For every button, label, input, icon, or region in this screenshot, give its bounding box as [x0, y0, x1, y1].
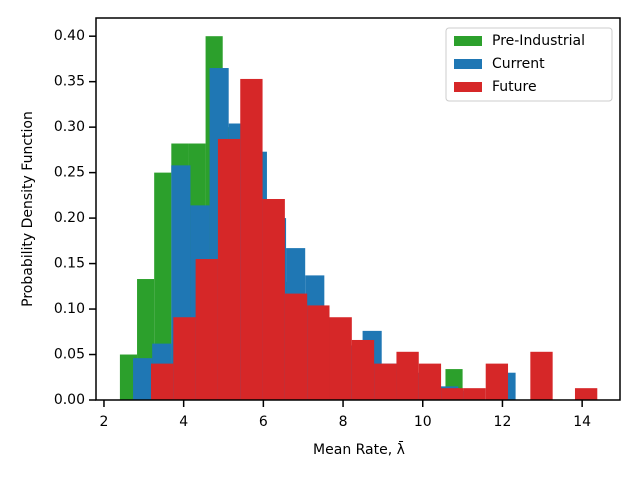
x-tick-label: 6: [259, 414, 268, 430]
legend-swatch: [454, 59, 482, 69]
x-tick-label: 12: [494, 414, 512, 430]
legend-swatch: [454, 36, 482, 46]
plot-frame: [95, 17, 621, 401]
x-tick-label: 4: [179, 414, 188, 430]
y-tick-label: 0.30: [54, 119, 85, 135]
bar: [396, 351, 419, 400]
legend-label: Current: [492, 56, 545, 72]
legend-label: Future: [492, 79, 537, 95]
x-axis-label: Mean Rate, λ̄: [313, 440, 405, 458]
legend-box: [445, 27, 613, 102]
y-axis-label: Probability Density Function: [20, 111, 36, 307]
bar: [195, 259, 218, 400]
bar: [530, 351, 553, 400]
bar: [374, 363, 397, 400]
bar: [154, 172, 172, 400]
bar: [133, 358, 153, 400]
bar: [284, 293, 308, 400]
bar: [307, 305, 330, 400]
y-tick-label: 0.20: [54, 210, 85, 226]
y-tick-label: 0.15: [54, 256, 85, 272]
bar: [262, 198, 285, 400]
bar: [351, 339, 375, 400]
bar: [574, 388, 598, 400]
x-tick-label: 10: [414, 414, 432, 430]
bar: [217, 138, 241, 400]
bar: [485, 363, 509, 400]
x-tick-label: 8: [339, 414, 348, 430]
y-tick-label: 0.10: [54, 301, 85, 317]
y-tick-label: 0.05: [54, 347, 85, 363]
bar: [240, 78, 263, 400]
y-tick-label: 0.00: [54, 392, 85, 408]
bar: [463, 388, 486, 400]
bar: [329, 317, 352, 400]
bar: [173, 317, 196, 400]
y-tick-label: 0.35: [54, 74, 85, 90]
x-tick-label: 2: [100, 414, 109, 430]
x-tick-label: 14: [573, 414, 591, 430]
bar: [119, 354, 138, 400]
y-tick-label: 0.25: [54, 165, 85, 181]
bar: [418, 363, 442, 400]
bar: [150, 363, 174, 400]
bar: [441, 388, 464, 400]
legend-swatch: [454, 82, 482, 92]
legend-label: Pre-Industrial: [492, 33, 585, 49]
y-tick-label: 0.40: [54, 28, 85, 44]
